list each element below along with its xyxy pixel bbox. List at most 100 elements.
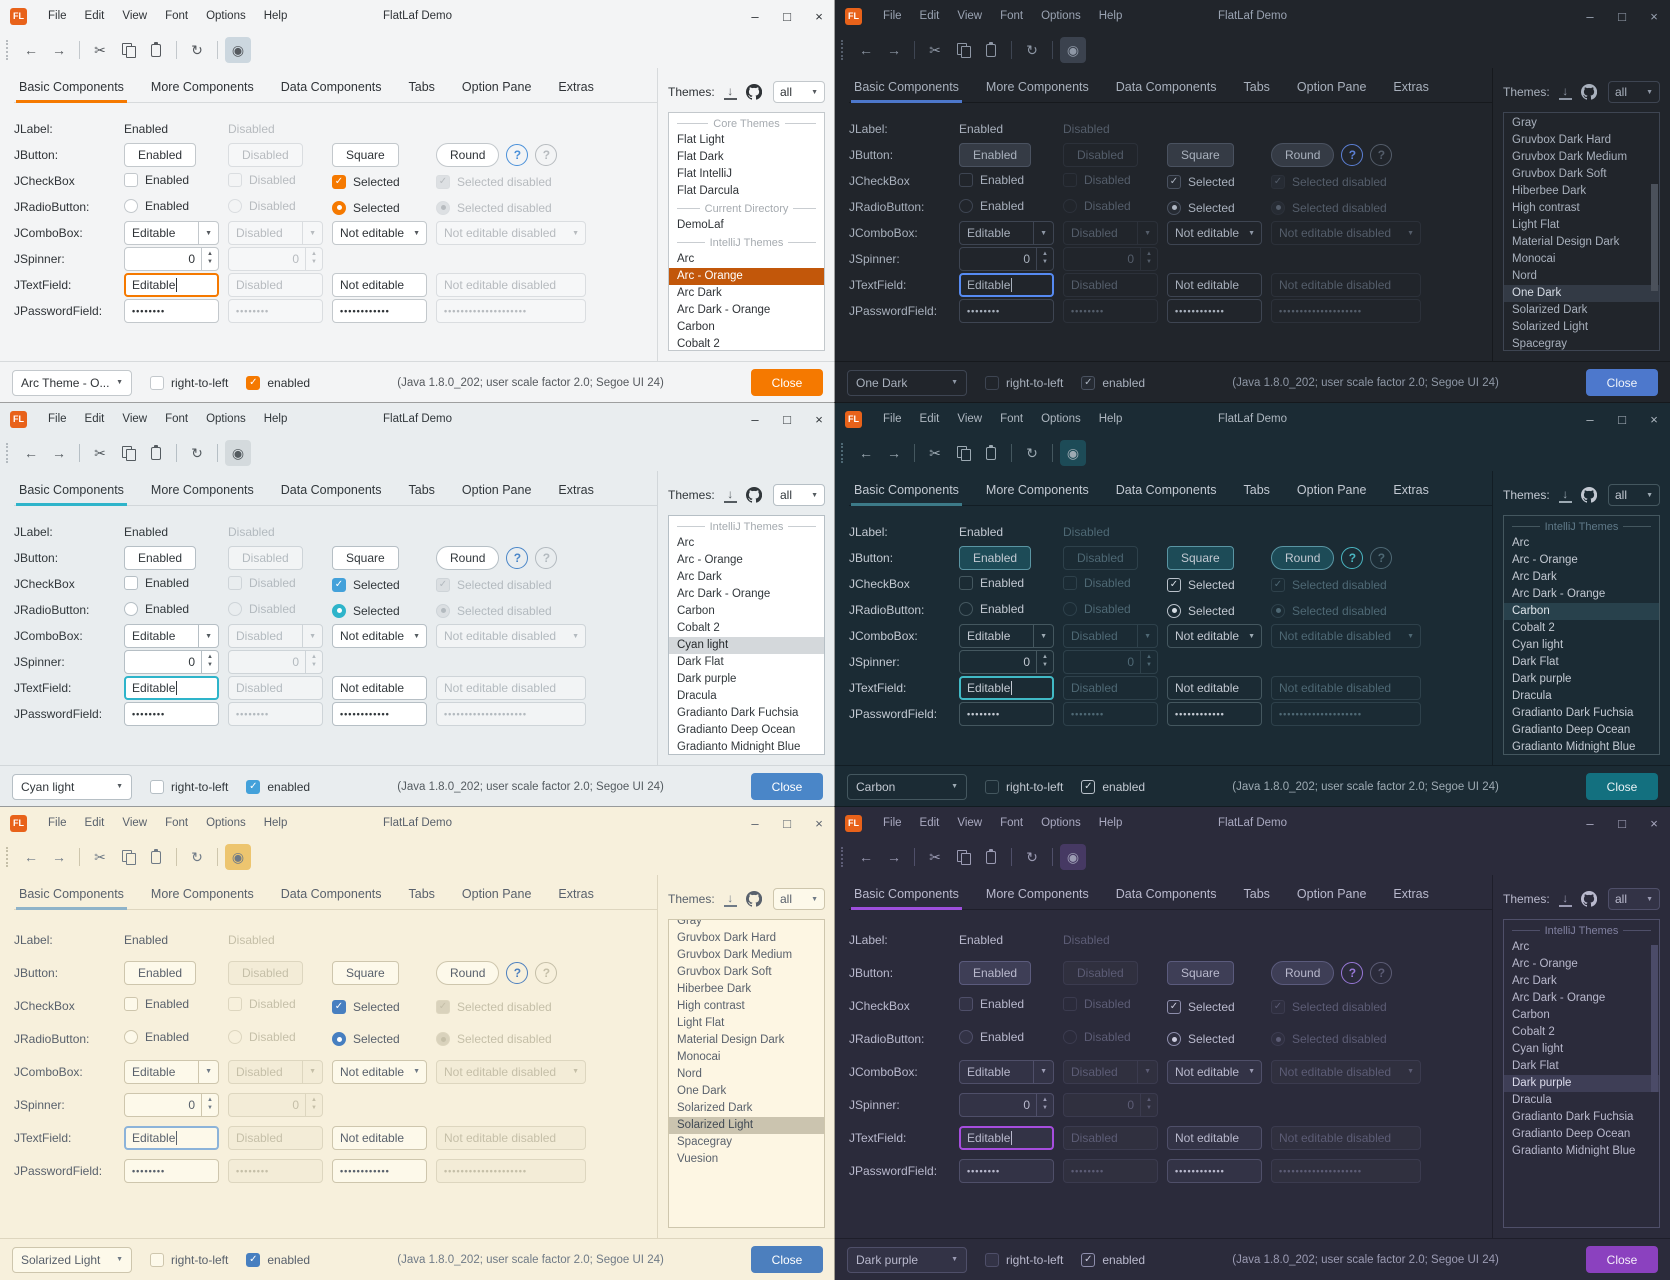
passwordfield-not-editable[interactable]: •••••••••••• — [332, 1158, 427, 1183]
menu-view[interactable]: View — [957, 817, 983, 829]
close-window-button[interactable]: × — [1650, 411, 1658, 427]
tab-option-pane[interactable]: Option Pane — [1296, 887, 1367, 901]
spinner-arrows-icon[interactable]: ▲ ▼ — [1036, 248, 1053, 270]
tab-basic-components[interactable]: Basic Components — [851, 887, 962, 910]
round-button[interactable]: Round — [436, 960, 500, 985]
tab-more-components[interactable]: More Components — [985, 887, 1089, 901]
copy-button[interactable] — [115, 440, 141, 466]
tab-tabs[interactable]: Tabs — [408, 483, 435, 497]
menu-view[interactable]: View — [122, 10, 148, 22]
themes-list-item[interactable]: Cyan light — [669, 637, 824, 654]
passwordfield-enabled[interactable]: •••••••• — [124, 702, 219, 726]
combobox-not-editable[interactable]: Not editable ▼ — [1167, 1059, 1262, 1084]
themes-list-item[interactable]: Cobalt 2 — [677, 338, 720, 350]
themes-list-item[interactable]: Arc Dark - Orange — [1512, 992, 1606, 1004]
tab-tabs[interactable]: Tabs — [408, 80, 435, 94]
tab-extras[interactable]: Extras — [1393, 80, 1429, 94]
paste-button[interactable] — [143, 440, 169, 466]
tab-extras[interactable]: Extras — [1393, 887, 1429, 901]
tab-more-components[interactable]: More Components — [150, 483, 254, 497]
themes-list-item[interactable]: Gradianto Midnight Blue — [1512, 1145, 1636, 1157]
menu-font[interactable]: Font — [165, 817, 189, 829]
help-button[interactable]: ? — [506, 144, 529, 166]
github-icon[interactable] — [745, 891, 762, 907]
themes-scrollbar[interactable] — [1651, 184, 1658, 291]
menu-view[interactable]: View — [957, 10, 983, 22]
themes-list-item[interactable]: Gruvbox Dark Medium — [677, 949, 793, 961]
menu-options[interactable]: Options — [1041, 10, 1081, 22]
passwordfield-enabled[interactable]: •••••••• — [959, 1158, 1054, 1183]
right-to-left-checkbox[interactable]: right-to-left — [985, 375, 1063, 390]
menu-font[interactable]: Font — [1000, 413, 1024, 425]
radio-enabled[interactable]: Enabled — [959, 1030, 1024, 1044]
toolbar-grip[interactable] — [841, 40, 847, 60]
inspect-toggle-button[interactable]: ◉ — [1060, 440, 1086, 466]
textfield-not-editable[interactable]: Not editable — [332, 273, 427, 297]
round-button[interactable]: Round — [1271, 546, 1335, 570]
menu-options[interactable]: Options — [1041, 817, 1081, 829]
tab-basic-components[interactable]: Basic Components — [16, 80, 127, 103]
menu-view[interactable]: View — [122, 817, 148, 829]
enabled-checkbox[interactable]: ✓ enabled — [1081, 1252, 1145, 1267]
combobox-editable[interactable]: Editable ▼ — [124, 221, 219, 245]
menu-font[interactable]: Font — [165, 10, 189, 22]
tab-option-pane[interactable]: Option Pane — [1296, 483, 1367, 497]
themes-list-item[interactable]: Arc Dark — [1512, 571, 1557, 583]
right-to-left-checkbox[interactable]: right-to-left — [150, 779, 228, 794]
github-icon[interactable] — [1580, 84, 1597, 100]
close-button[interactable]: Close — [751, 1246, 823, 1273]
themes-list-item[interactable]: High contrast — [677, 1000, 745, 1012]
copy-button[interactable] — [115, 844, 141, 870]
themes-list-item[interactable]: Flat Darcula — [677, 185, 739, 197]
toolbar-grip[interactable] — [841, 443, 847, 463]
theme-combobox[interactable]: Dark purple ▼ — [847, 1246, 967, 1273]
round-button[interactable]: Round — [436, 143, 500, 167]
tab-data-components[interactable]: Data Components — [1115, 483, 1217, 497]
inspect-toggle-button[interactable]: ◉ — [225, 844, 251, 870]
textfield-editable[interactable]: Editable — [124, 273, 219, 297]
back-button[interactable]: ← — [18, 844, 44, 870]
themes-list-item[interactable]: Light Flat — [677, 1017, 725, 1029]
download-icon[interactable]: ↓ — [1558, 84, 1572, 100]
forward-button[interactable]: → — [46, 844, 72, 870]
themes-list-item[interactable]: Material Design Dark — [677, 1034, 785, 1046]
menu-view[interactable]: View — [957, 413, 983, 425]
paste-button[interactable] — [978, 844, 1004, 870]
checkbox-enabled[interactable]: Enabled — [959, 172, 1024, 187]
close-button[interactable]: Close — [1586, 369, 1658, 396]
inspect-toggle-button[interactable]: ◉ — [225, 440, 251, 466]
minimize-button[interactable]: – — [751, 8, 759, 24]
themes-list-item[interactable]: Flat Dark — [677, 151, 724, 163]
themes-list-item[interactable]: Solarized Dark — [677, 1102, 753, 1114]
menu-edit[interactable]: Edit — [84, 817, 105, 829]
enabled-button[interactable]: Enabled — [959, 143, 1032, 167]
themes-list-item[interactable]: Carbon — [677, 605, 715, 617]
tab-basic-components[interactable]: Basic Components — [851, 80, 962, 103]
maximize-button[interactable]: □ — [783, 815, 791, 831]
tab-tabs[interactable]: Tabs — [1243, 80, 1270, 94]
cut-button[interactable]: ✂ — [922, 37, 948, 63]
themes-list-item[interactable]: Dark Flat — [1512, 1060, 1559, 1072]
themes-scrollbar[interactable] — [1651, 944, 1658, 1092]
combobox-editable[interactable]: Editable ▼ — [959, 1059, 1054, 1084]
themes-list-item[interactable]: Arc Dark - Orange — [677, 304, 771, 316]
spinner-enabled[interactable]: 0 ▲ ▼ — [959, 650, 1054, 674]
spinner-enabled[interactable]: 0 ▲ ▼ — [959, 1092, 1054, 1117]
enabled-checkbox[interactable]: ✓ enabled — [1081, 779, 1145, 794]
copy-button[interactable] — [950, 844, 976, 870]
close-window-button[interactable]: × — [815, 411, 823, 427]
combobox-editable[interactable]: Editable ▼ — [124, 624, 219, 648]
themes-list-item[interactable]: High contrast — [1512, 202, 1580, 214]
menu-edit[interactable]: Edit — [84, 413, 105, 425]
paste-button[interactable] — [978, 440, 1004, 466]
themes-list-item[interactable]: Dark purple — [677, 673, 737, 685]
themes-list-item[interactable]: Nord — [1512, 270, 1537, 282]
help-button[interactable]: ? — [1341, 547, 1364, 569]
radio-selected[interactable]: Selected — [1167, 200, 1235, 215]
tab-extras[interactable]: Extras — [558, 483, 594, 497]
menu-help[interactable]: Help — [1098, 413, 1123, 425]
combobox-editable[interactable]: Editable ▼ — [959, 624, 1054, 648]
github-icon[interactable] — [745, 487, 762, 503]
maximize-button[interactable]: □ — [1618, 411, 1626, 427]
minimize-button[interactable]: – — [751, 411, 759, 427]
